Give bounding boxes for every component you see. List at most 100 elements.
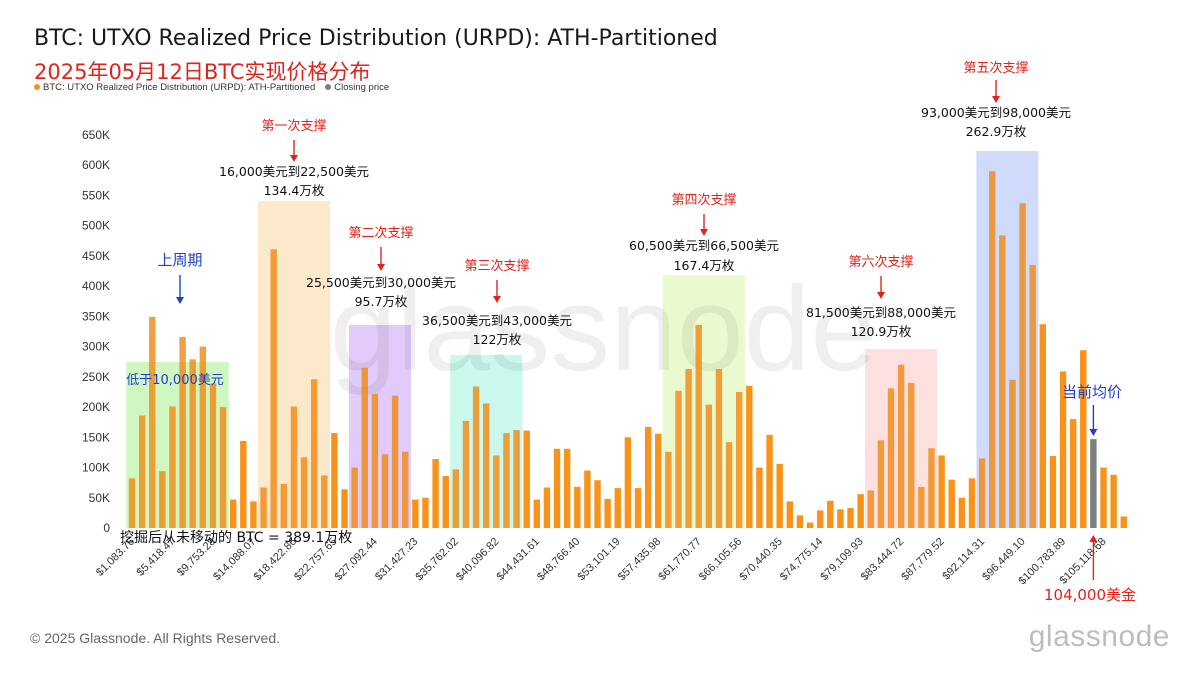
distribution-bar xyxy=(918,486,925,528)
current-price-arrow-head xyxy=(1089,535,1098,542)
support-arrow-head xyxy=(700,229,708,236)
y-tick-label: 50K xyxy=(89,491,110,505)
legend-item-closing-price[interactable]: Closing price xyxy=(325,82,389,93)
chart-title: BTC: UTXO Realized Price Distribution (U… xyxy=(34,26,718,51)
distribution-bar xyxy=(1019,203,1026,528)
distribution-bar xyxy=(968,478,976,528)
distribution-bar xyxy=(938,455,945,528)
distribution-bar xyxy=(462,420,470,528)
distribution-bar xyxy=(594,480,601,528)
chart-legend: BTC: UTXO Realized Price Distribution (U… xyxy=(34,82,389,93)
distribution-bar xyxy=(341,489,348,528)
x-tick-label: $31,427.23 xyxy=(373,536,420,583)
distribution-bar xyxy=(1069,419,1077,528)
x-tick-label: $66,105.56 xyxy=(697,536,744,583)
distribution-bar xyxy=(351,467,358,528)
y-tick-label: 600K xyxy=(82,158,110,172)
support-heading: 第一次支撑 xyxy=(261,118,326,134)
distribution-bar xyxy=(766,434,773,528)
distribution-bar xyxy=(756,467,763,528)
support-amount-label: 167.4万枚 xyxy=(674,258,735,273)
highlight-zone xyxy=(348,325,411,528)
glassnode-logo: glassnode xyxy=(1028,620,1170,653)
distribution-bar xyxy=(1110,474,1117,528)
distribution-bar xyxy=(179,336,186,528)
distribution-bar xyxy=(634,488,642,528)
distribution-bar xyxy=(928,448,935,528)
distribution-bar xyxy=(857,494,864,528)
x-tick-label: $53,101.19 xyxy=(575,536,622,583)
distribution-bar xyxy=(513,430,520,528)
distribution-bar xyxy=(806,522,814,528)
support-heading: 第六次支撑 xyxy=(848,254,913,270)
distribution-bar xyxy=(371,393,379,528)
distribution-bar xyxy=(402,451,409,528)
distribution-bar xyxy=(1039,324,1046,528)
distribution-bar xyxy=(1059,371,1067,528)
watermark: glassnode xyxy=(330,262,877,396)
distribution-bar xyxy=(149,316,156,528)
support-heading: 第三次支撑 xyxy=(464,258,529,274)
distribution-bar xyxy=(290,406,298,528)
distribution-bar xyxy=(776,463,783,528)
distribution-bar xyxy=(472,386,480,528)
y-tick-label: 450K xyxy=(82,249,110,263)
distribution-bar xyxy=(361,367,368,528)
support-range-label: 81,500美元到88,000美元 xyxy=(806,305,956,320)
support-amount-label: 95.7万枚 xyxy=(355,294,408,309)
distribution-bar xyxy=(533,499,540,528)
distribution-bar xyxy=(908,382,915,528)
x-tick-label: $40,096.82 xyxy=(454,536,501,583)
distribution-bar xyxy=(614,488,621,528)
distribution-bar xyxy=(897,364,905,528)
legend-item-urpd[interactable]: BTC: UTXO Realized Price Distribution (U… xyxy=(34,82,315,93)
x-tick-label: $70,440.35 xyxy=(737,536,784,583)
distribution-bar xyxy=(1049,456,1057,528)
distribution-bar xyxy=(604,498,611,528)
legend-dot-icon xyxy=(325,84,332,91)
distribution-bar xyxy=(381,454,389,528)
y-tick-label: 400K xyxy=(82,279,110,293)
distribution-bar xyxy=(412,499,419,528)
distribution-bar xyxy=(655,433,662,528)
chart-subtitle: 2025年05月12日BTC实现价格分布 xyxy=(34,60,371,84)
distribution-bar xyxy=(958,497,966,528)
distribution-bar xyxy=(270,249,277,528)
y-tick-label: 0 xyxy=(103,521,110,535)
distribution-bar xyxy=(1080,350,1087,528)
x-tick-label: $57,435.98 xyxy=(616,536,663,583)
support-arrow-head xyxy=(992,96,1000,103)
distribution-bar xyxy=(432,459,439,528)
distribution-bar xyxy=(250,501,257,528)
y-tick-label: 350K xyxy=(82,309,110,323)
prev-cycle-arrow-head xyxy=(176,297,184,304)
distribution-bar xyxy=(310,379,318,528)
distribution-bar xyxy=(989,171,996,528)
distribution-bar xyxy=(837,509,844,528)
highlight-zone xyxy=(976,151,1039,528)
distribution-bar xyxy=(209,383,217,528)
distribution-bar xyxy=(574,486,581,528)
distribution-bar xyxy=(715,368,723,528)
y-axis: 0 50K 100K 150K 200K 250K 300K 350K 400K 450K 500K… xyxy=(82,128,110,535)
y-tick-label: 100K xyxy=(82,461,110,475)
y-tick-label: 250K xyxy=(82,370,110,384)
distribution-bar xyxy=(169,406,176,528)
x-tick-label: $83,444.72 xyxy=(859,536,906,583)
current-price-label: 104,000美金 xyxy=(1044,586,1136,604)
bars xyxy=(128,171,1127,528)
current-avg-arrow-head xyxy=(1089,429,1098,436)
support-arrow-head xyxy=(377,264,385,271)
x-tick-label: $44,431.61 xyxy=(495,536,542,583)
x-tick-label: $74,775.14 xyxy=(778,536,825,583)
support-amount-label: 134.4万枚 xyxy=(264,183,325,198)
support-heading: 第五次支撑 xyxy=(963,60,1028,76)
distribution-bar xyxy=(644,427,652,528)
legend-dot-icon xyxy=(34,84,40,91)
support-range-label: 36,500美元到43,000美元 xyxy=(422,313,572,328)
distribution-bar xyxy=(978,458,986,528)
x-tick-label: $61,770.77 xyxy=(656,536,703,583)
x-tick-label: $35,762.02 xyxy=(414,536,461,583)
distribution-bar xyxy=(746,385,753,528)
